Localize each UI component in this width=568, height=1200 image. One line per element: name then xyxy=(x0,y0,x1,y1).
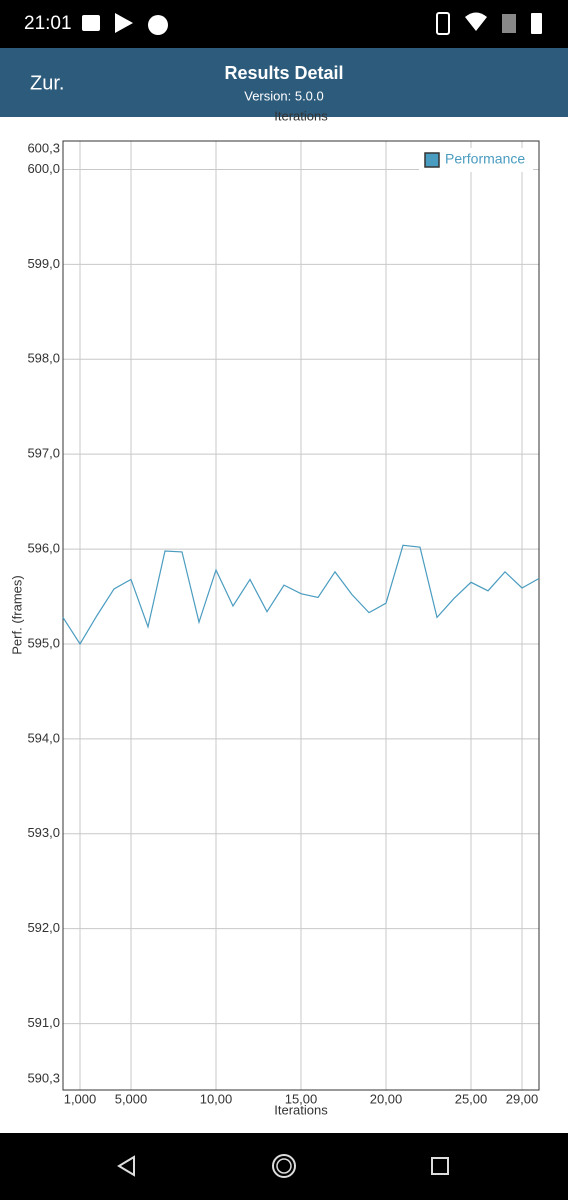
x-tick-label: 10,00 xyxy=(200,1091,233,1106)
y-tick-label: 595,0 xyxy=(27,635,60,650)
data-line xyxy=(62,544,540,646)
plot-frame xyxy=(62,140,540,1091)
y-tick-label: 591,0 xyxy=(27,1015,60,1030)
legend-swatch xyxy=(424,152,440,168)
status-icon xyxy=(148,15,168,35)
back-button[interactable]: Zur. xyxy=(30,72,64,94)
y-tick-label: 590,3 xyxy=(27,1070,60,1085)
y-tick-label: 597,0 xyxy=(27,446,60,461)
status-icon xyxy=(82,15,100,31)
nav-bar xyxy=(0,1133,568,1200)
status-time: 21:01 xyxy=(24,13,72,34)
y-tick-label: 599,0 xyxy=(27,256,60,271)
header-title: Results Detail xyxy=(224,63,343,83)
nav-home[interactable] xyxy=(272,1154,296,1178)
nav-home-inner xyxy=(276,1158,292,1174)
legend-label: Performance xyxy=(445,151,525,167)
y-tick-label: 596,0 xyxy=(27,541,60,556)
y-tick-label: 594,0 xyxy=(27,730,60,745)
y-tick-label: 598,0 xyxy=(27,351,60,366)
x-axis-label: Iterations xyxy=(274,1102,328,1117)
status-icon xyxy=(502,14,516,33)
x-tick-label: 20,00 xyxy=(370,1091,403,1106)
status-icon xyxy=(436,12,450,35)
header-subtitle: Version: 5.0.0 xyxy=(244,88,324,103)
y-tick-label: 600,0 xyxy=(27,161,60,176)
y-axis-label: Perf. (frames) xyxy=(9,575,24,654)
y-tick-label: 600,3 xyxy=(27,140,60,155)
x-tick-label: 29,00 xyxy=(506,1091,539,1106)
x-tick-label: 5,000 xyxy=(115,1091,148,1106)
status-icon xyxy=(115,13,133,33)
x-tick-label: 1,000 xyxy=(64,1091,97,1106)
y-tick-label: 593,0 xyxy=(27,825,60,840)
app-header xyxy=(0,48,568,117)
x-tick-label: 15,00 xyxy=(285,1091,318,1106)
y-tick-label: 592,0 xyxy=(27,920,60,935)
top-axis-label: Iterations xyxy=(274,108,328,123)
nav-recents[interactable] xyxy=(431,1157,449,1175)
x-tick-label: 25,00 xyxy=(455,1091,488,1106)
status-icon xyxy=(531,13,542,34)
nav-back[interactable] xyxy=(117,1155,135,1177)
status-icon xyxy=(465,12,487,31)
